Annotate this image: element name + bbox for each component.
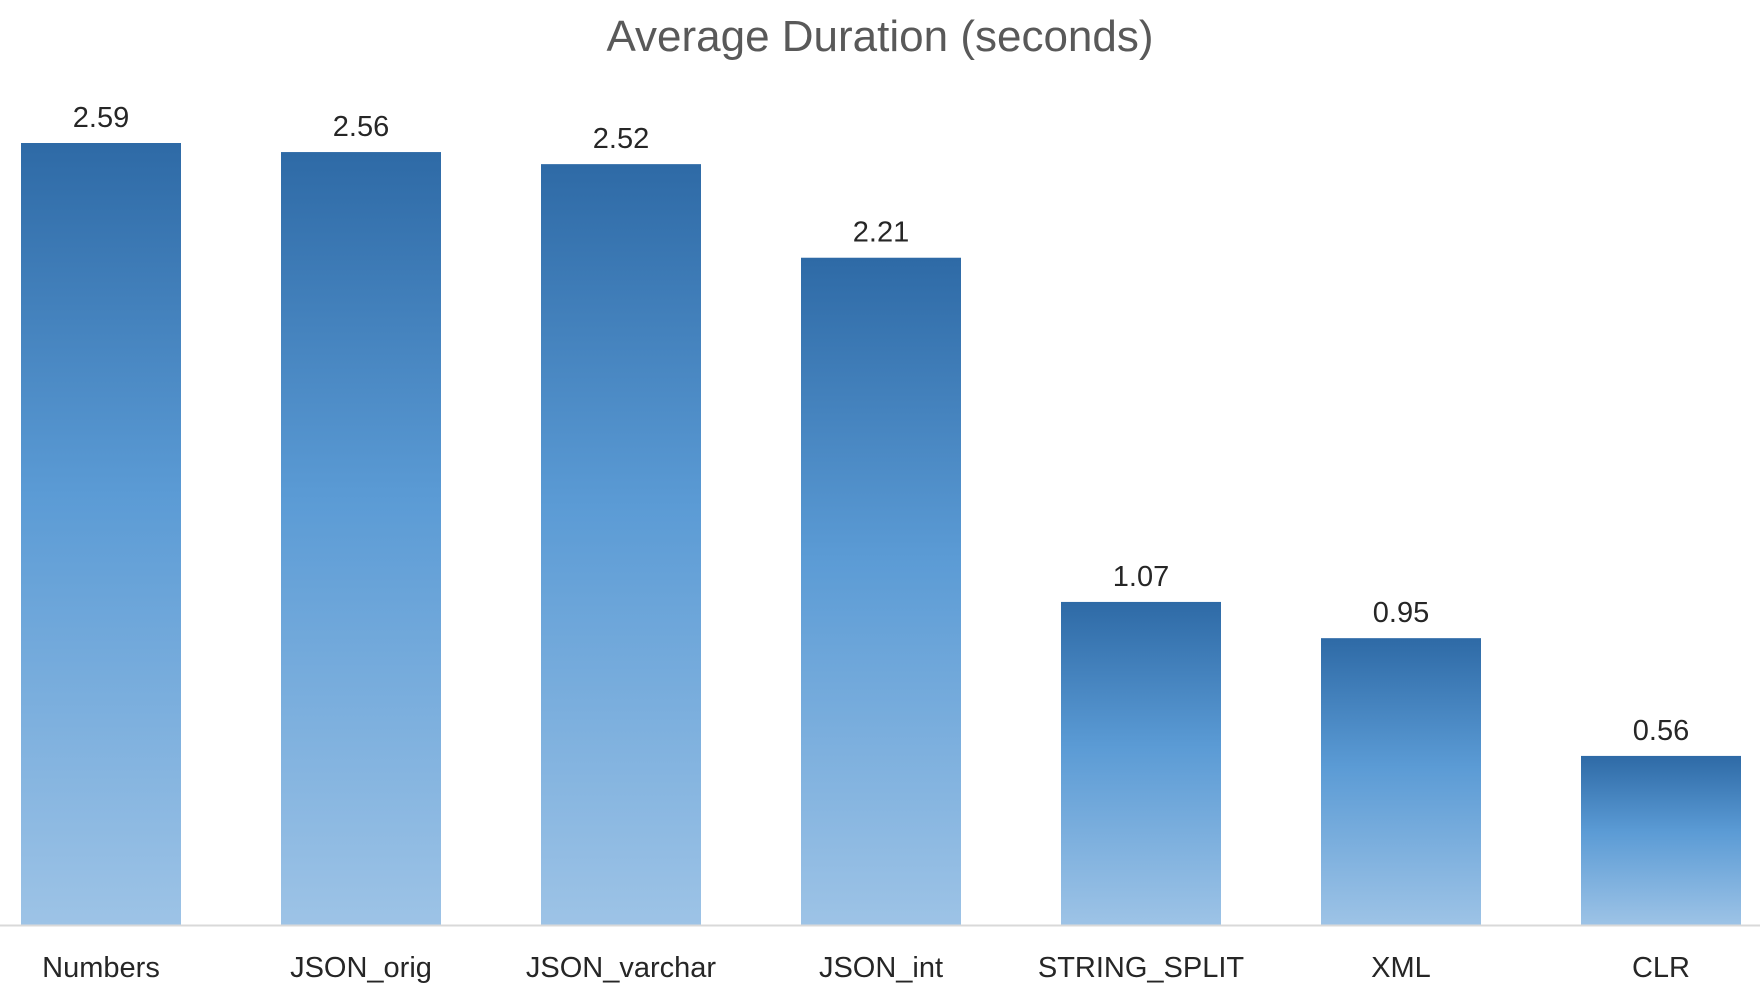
category-label: JSON_int (819, 952, 943, 984)
category-label: XML (1371, 952, 1431, 984)
data-label: 2.56 (333, 111, 389, 143)
chart-title: Average Duration (seconds) (606, 12, 1154, 61)
category-label: JSON_varchar (526, 952, 717, 984)
data-label: 2.21 (853, 217, 909, 249)
category-label: STRING_SPLIT (1038, 952, 1245, 984)
category-labels-group: Numbers JSON_orig JSON_varchar JSON_int STRI… (42, 952, 1690, 984)
bar-json-int (801, 257, 961, 925)
category-label: JSON_orig (290, 952, 432, 984)
data-label: 1.07 (1113, 561, 1169, 593)
bar-json-varchar (541, 164, 701, 925)
category-label: Numbers (42, 952, 160, 984)
bar-clr (1581, 755, 1741, 925)
data-label: 2.52 (593, 123, 649, 155)
bar-numbers (21, 143, 181, 925)
bar-string-split (1061, 601, 1221, 925)
data-labels-group: 2.59 2.56 2.52 2.21 1.07 0.95 0.56 (73, 102, 1689, 747)
bars-group (21, 143, 1741, 925)
bar-xml (1321, 638, 1481, 925)
data-label: 2.59 (73, 102, 129, 134)
bar-json-orig (281, 152, 441, 925)
category-label: CLR (1632, 952, 1690, 984)
data-label: 0.95 (1373, 597, 1429, 629)
data-label: 0.56 (1633, 715, 1689, 747)
